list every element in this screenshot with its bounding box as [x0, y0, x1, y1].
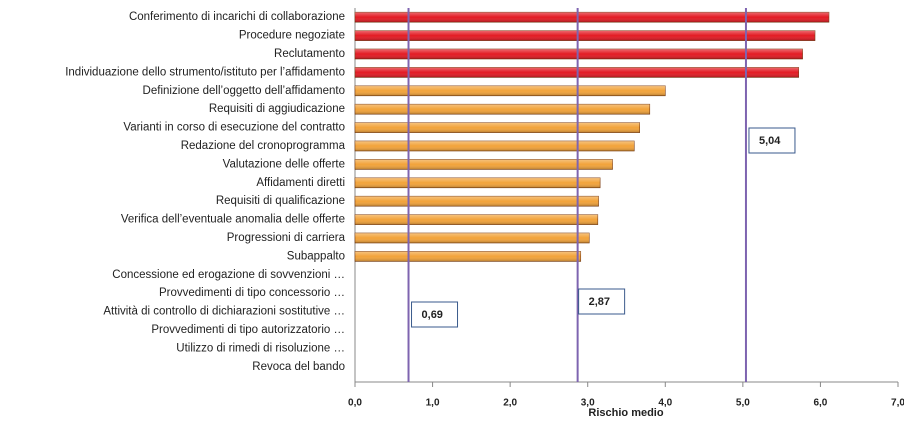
x-tick-label: 5,0 [736, 398, 750, 409]
x-tick-label: 0,0 [348, 398, 362, 409]
y-tick-label: Definizione dell’oggetto dell’affidament… [143, 85, 345, 97]
bar [354, 251, 582, 262]
bar [354, 195, 599, 207]
y-tick-label: Redazione del cronoprogramma [181, 140, 346, 152]
reference-label-box [578, 288, 626, 315]
bar [354, 30, 816, 41]
y-tick-label: Requisiti di aggiudicazione [209, 103, 345, 115]
bar [354, 122, 640, 133]
y-tick-label: Conferimento di incarichi di collaborazi… [129, 11, 345, 23]
y-tick-label: Individuazione dello strumento/istituto … [65, 66, 345, 78]
y-tick-label: Affidamenti diretti [256, 177, 345, 189]
x-tick-label: 4,0 [658, 398, 672, 409]
x-tick-label: 1,0 [426, 398, 440, 409]
y-tick-label: Progressioni di carriera [227, 232, 346, 244]
bar [354, 11, 830, 23]
y-tick-label: Procedure negoziate [239, 30, 345, 42]
y-tick-label: Subappalto [287, 250, 345, 262]
y-tick-label: Verifica dell’eventuale anomalia delle o… [121, 214, 345, 226]
reference-label: 2,87 [589, 296, 610, 308]
y-tick-label: Revoca del bando [252, 361, 345, 373]
y-tick-label: Provvedimenti di tipo concessorio … [159, 287, 345, 299]
reference-label: 0,69 [422, 309, 443, 321]
y-tick-label: Requisiti di qualificazione [216, 195, 345, 207]
x-tick-label: 6,0 [813, 398, 827, 409]
x-tick-label: 7,0 [891, 398, 904, 409]
y-tick-label: Provvedimenti di tipo autorizzatorio … [151, 324, 345, 336]
bar [354, 48, 803, 60]
y-tick-label: Attività di controllo di dichiarazioni s… [103, 306, 345, 318]
x-tick-label: 2,0 [503, 398, 517, 409]
x-tick-label: 3,0 [581, 398, 595, 409]
y-tick-label: Varianti in corso di esecuzione del cont… [123, 122, 345, 134]
bar [354, 85, 666, 97]
y-tick-label: Reclutamento [274, 48, 345, 60]
bar [354, 232, 590, 244]
bar [354, 159, 613, 170]
y-tick-label: Utilizzo di rimedi di risoluzione … [176, 342, 345, 354]
bar [354, 177, 601, 189]
bar [354, 140, 635, 152]
reference-label-box [748, 127, 796, 154]
y-tick-label: Concessione ed erogazione di sovvenzioni… [112, 269, 345, 281]
x-axis-title: Rischio medio [588, 407, 663, 419]
reference-label: 5,04 [759, 135, 781, 147]
bar [354, 103, 651, 115]
bar [354, 214, 599, 225]
y-tick-label: Valutazione delle offerte [223, 158, 345, 170]
reference-label-box [411, 301, 459, 328]
